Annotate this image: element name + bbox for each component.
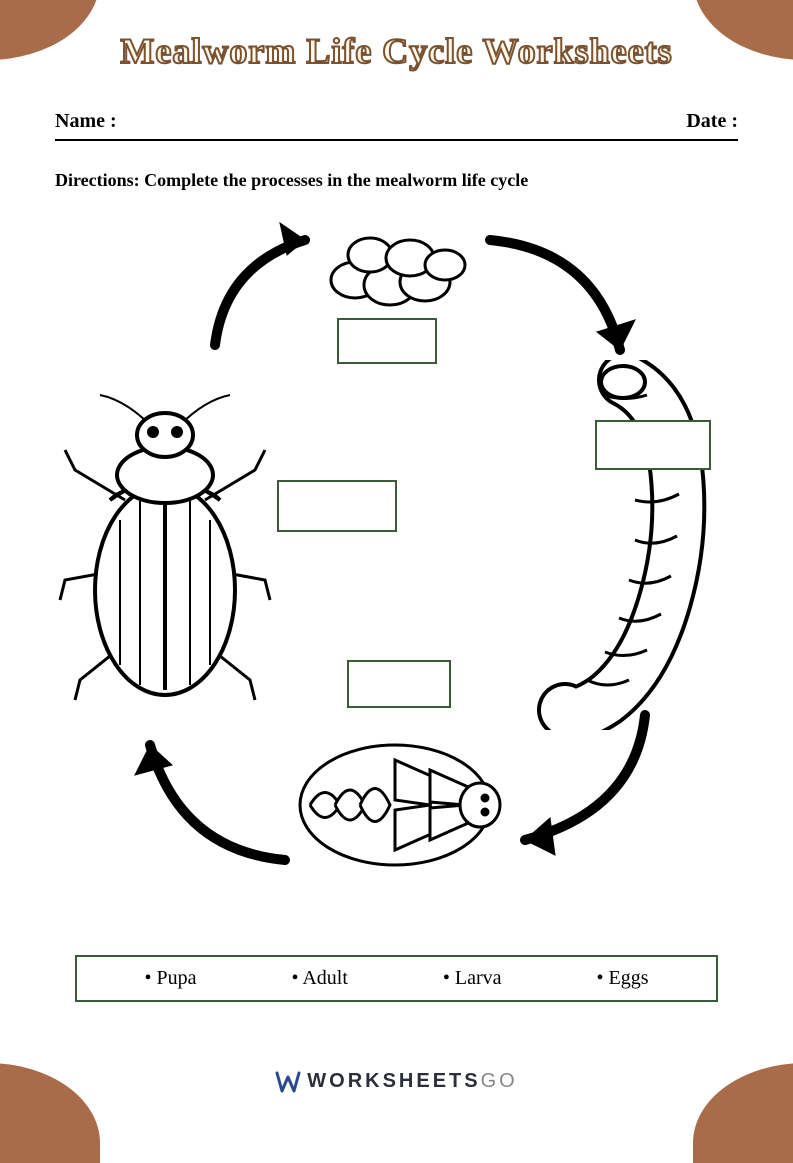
wordbank-item: • Adult bbox=[291, 967, 347, 990]
arrow-pupa-to-adult bbox=[130, 720, 300, 880]
name-date-row: Name : Date : bbox=[55, 110, 738, 141]
page-title: Mealworm Life Cycle Worksheets bbox=[0, 30, 793, 72]
wordbank-item: • Eggs bbox=[596, 967, 648, 990]
larva-illustration bbox=[525, 360, 725, 730]
arrow-larva-to-pupa bbox=[495, 700, 665, 860]
answer-box-eggs[interactable] bbox=[337, 318, 437, 364]
answer-box-larva[interactable] bbox=[595, 420, 711, 470]
arrow-adult-to-eggs bbox=[195, 215, 335, 355]
logo-icon bbox=[275, 1071, 301, 1093]
brand-suffix: GO bbox=[481, 1070, 518, 1092]
lifecycle-diagram bbox=[55, 210, 738, 910]
word-bank: • Pupa • Adult • Larva • Eggs bbox=[75, 955, 718, 1002]
date-label: Date : bbox=[686, 110, 738, 133]
arrow-eggs-to-larva bbox=[475, 220, 645, 380]
wordbank-item: • Pupa bbox=[144, 967, 196, 990]
footer-brand: WORKSHEETSGO bbox=[0, 1070, 793, 1093]
directions-text: Directions: Complete the processes in th… bbox=[55, 170, 738, 191]
eggs-illustration bbox=[315, 210, 475, 310]
wordbank-item: • Larva bbox=[443, 967, 502, 990]
name-label: Name : bbox=[55, 110, 117, 133]
brand-main: WORKSHEETS bbox=[307, 1070, 480, 1092]
pupa-illustration bbox=[280, 710, 510, 890]
adult-beetle-illustration bbox=[55, 390, 275, 710]
answer-box-pupa[interactable] bbox=[347, 660, 451, 708]
answer-box-adult[interactable] bbox=[277, 480, 397, 532]
